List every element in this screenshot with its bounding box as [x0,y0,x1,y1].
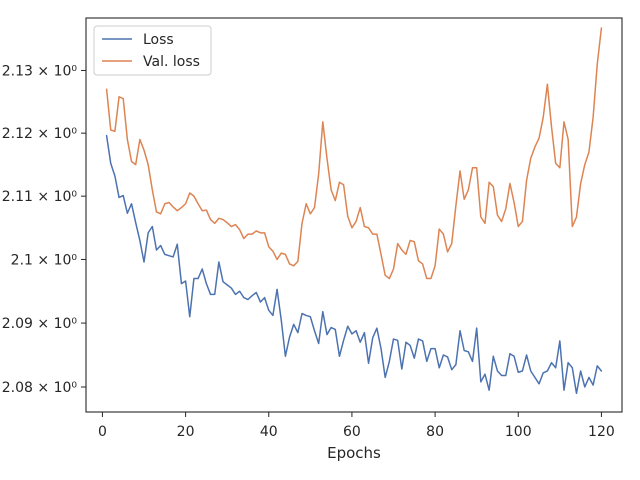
series-line-loss [105,134,603,395]
y-tick-label: 2.11 × 10⁰ [2,189,78,205]
x-tick-label: 120 [588,424,615,440]
y-tick-label: 2.1 × 10⁰ [11,252,78,268]
y-tick-label: 2.13 × 10⁰ [2,63,78,79]
y-tick-label: 2.12 × 10⁰ [2,126,78,142]
x-axis-label: Epochs [327,444,381,462]
legend: Loss Val. loss [93,25,212,76]
y-tick-label: 2.09 × 10⁰ [2,316,78,332]
x-tick-label: 80 [426,424,444,440]
series-line-val-loss [105,27,603,280]
x-tick-label: 40 [260,424,278,440]
legend-label-loss: Loss [143,32,174,48]
x-axis-ticks: 0 20 40 60 80 100 120 [98,412,615,440]
y-axis-ticks: 2.08 × 10⁰ 2.09 × 10⁰ 2.1 × 10⁰ 2.11 × 10⁰ 2… [2,63,86,396]
series-layer [105,27,603,395]
x-tick-label: 0 [98,424,107,440]
plot-frame [85,17,623,413]
x-tick-label: 60 [343,424,361,440]
x-tick-label: 100 [505,424,532,440]
y-tick-label: 2.08 × 10⁰ [2,380,78,396]
legend-label-val-loss: Val. loss [143,54,200,70]
x-tick-label: 20 [177,424,195,440]
